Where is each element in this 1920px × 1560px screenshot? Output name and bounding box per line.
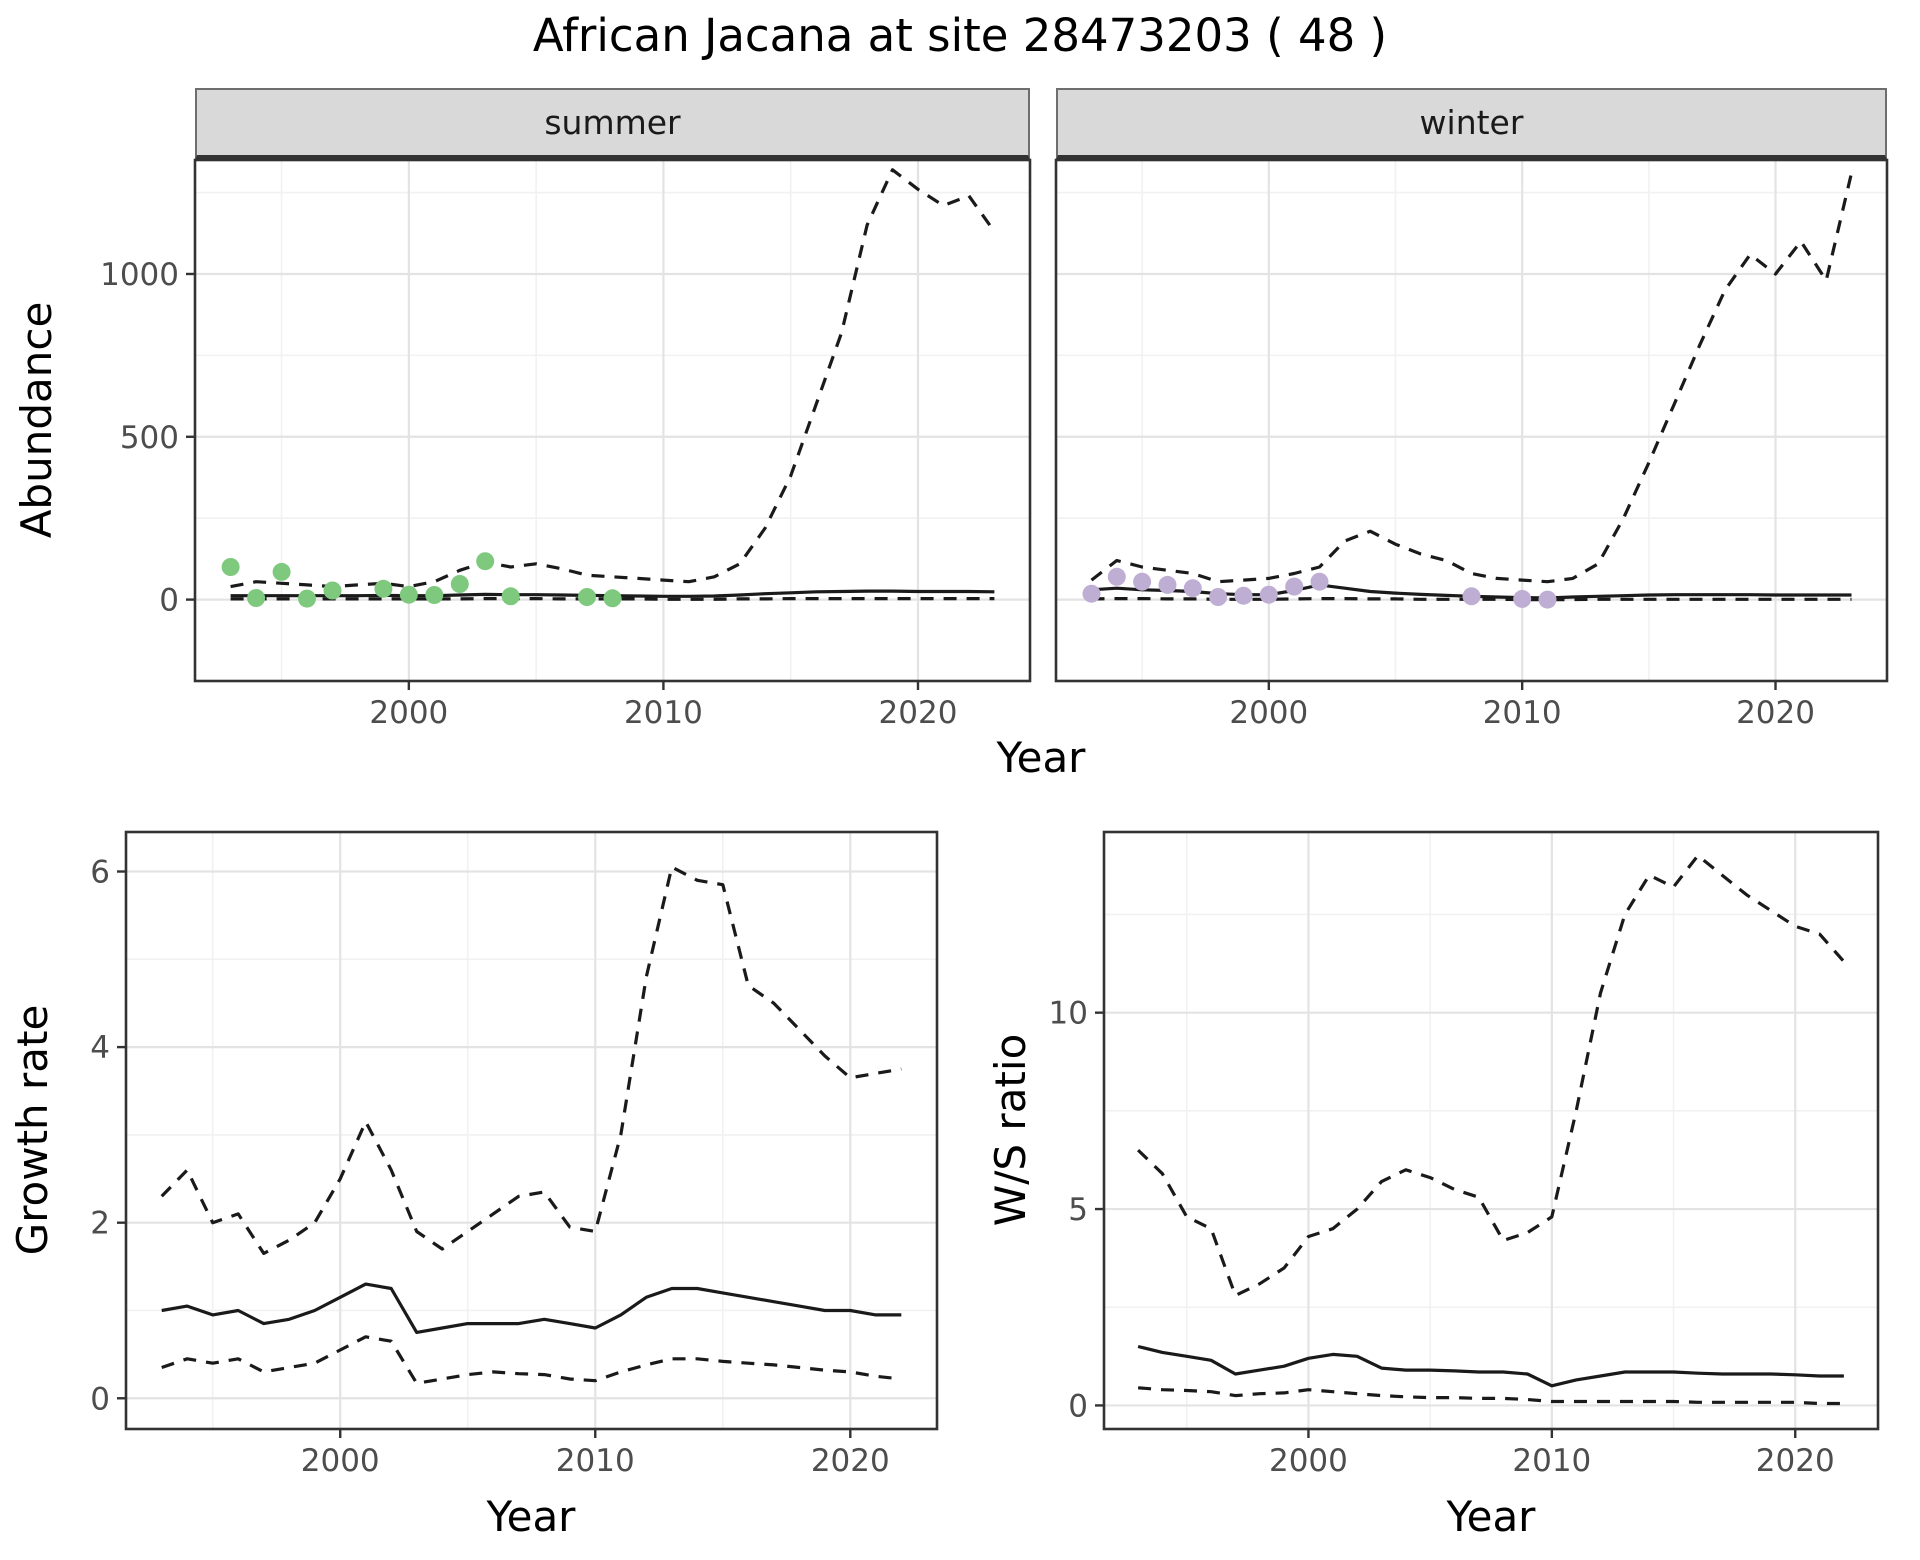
svg-text:0: 0 xyxy=(90,1381,110,1417)
svg-text:10: 10 xyxy=(1049,996,1088,1032)
svg-text:2010: 2010 xyxy=(1512,1443,1591,1479)
svg-text:2020: 2020 xyxy=(1756,1443,1835,1479)
svg-text:500: 500 xyxy=(120,420,179,456)
ws-ratio-panel: 2000 2010 2020 0 5 10 xyxy=(1049,830,1880,1479)
x-axis-label-year-growth: Year xyxy=(486,1491,576,1541)
svg-text:2010: 2010 xyxy=(624,695,703,731)
svg-text:2010: 2010 xyxy=(1483,695,1562,731)
abundance-winter-panel: 2000 2010 2020 xyxy=(1054,158,1889,731)
facet-strip-summer: summer xyxy=(195,88,1030,160)
svg-text:2000: 2000 xyxy=(1229,695,1308,731)
svg-text:5: 5 xyxy=(1068,1192,1088,1228)
svg-text:2020: 2020 xyxy=(811,1443,890,1479)
x-axis-label-year-top: Year xyxy=(996,732,1086,782)
y-axis-label-ws-ratio: W/S ratio xyxy=(985,1033,1035,1227)
svg-text:0: 0 xyxy=(159,583,179,619)
growth-rate-panel: 2000 2010 2020 0 2 4 6 xyxy=(90,830,939,1479)
x-axis-label-year-ws: Year xyxy=(1446,1491,1536,1541)
chart-title: African Jacana at site 28473203 ( 48 ) xyxy=(532,9,1388,62)
svg-text:2000: 2000 xyxy=(369,695,448,731)
abundance-summer-panel: 2000 2010 2020 0 500 1000 xyxy=(100,158,1032,731)
svg-text:2020: 2020 xyxy=(879,695,958,731)
svg-text:4: 4 xyxy=(90,1030,110,1066)
svg-text:2000: 2000 xyxy=(1269,1443,1348,1479)
svg-text:2: 2 xyxy=(90,1206,110,1242)
svg-text:0: 0 xyxy=(1068,1388,1088,1424)
svg-text:2010: 2010 xyxy=(556,1443,635,1479)
y-axis-label-growth-rate: Growth rate xyxy=(7,1004,57,1256)
svg-text:2000: 2000 xyxy=(301,1443,380,1479)
facet-strip-winter: winter xyxy=(1056,88,1887,160)
y-axis-label-abundance: Abundance xyxy=(11,301,61,539)
svg-text:6: 6 xyxy=(90,855,110,891)
svg-text:2020: 2020 xyxy=(1736,695,1815,731)
svg-text:1000: 1000 xyxy=(100,257,179,293)
